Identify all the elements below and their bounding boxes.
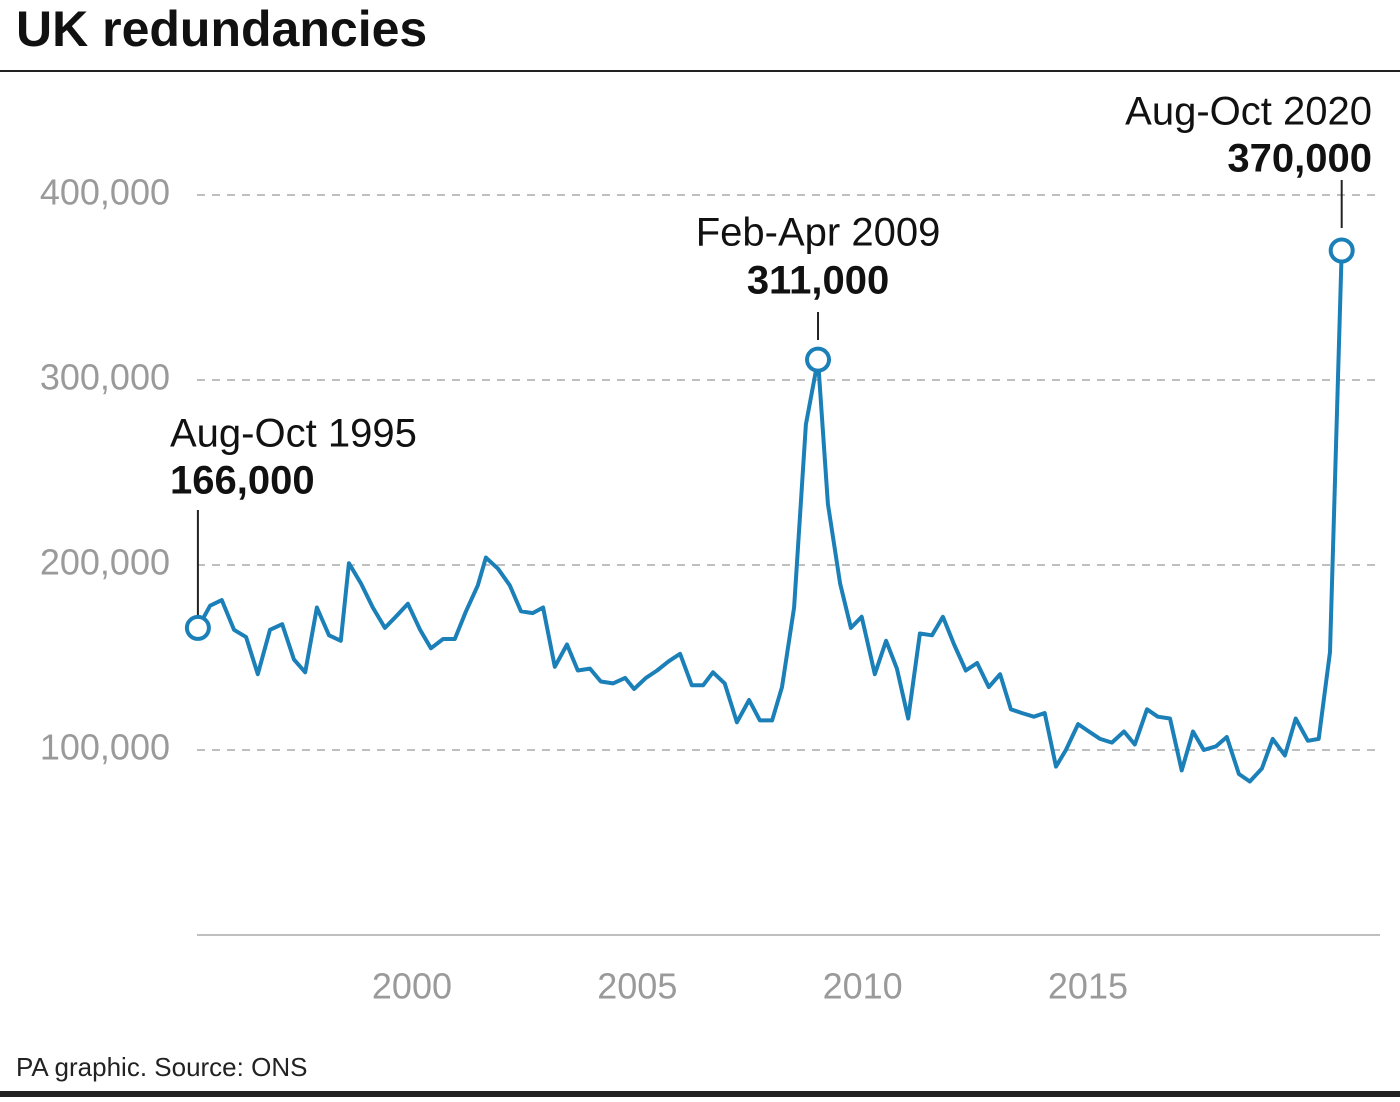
annotation-label: Feb-Apr 2009	[696, 211, 941, 255]
annotation-label: Aug-Oct 1995	[170, 412, 417, 456]
x-tick-label: 2015	[1048, 966, 1128, 1007]
annotation-label: Aug-Oct 2020	[1125, 90, 1372, 134]
annotation-value: 166,000	[170, 459, 315, 503]
y-tick-label: 400,000	[40, 172, 170, 213]
annotation-value: 370,000	[1227, 137, 1372, 181]
annotation-value: 311,000	[747, 259, 889, 303]
line	[196, 250, 1344, 784]
x-tick-label: 2000	[372, 966, 452, 1007]
annotation-marker	[184, 614, 211, 641]
annotation-marker	[805, 346, 832, 373]
footer-bar	[0, 1091, 1400, 1097]
x-tick-label: 2005	[597, 966, 677, 1007]
y-tick-label: 200,000	[40, 542, 170, 583]
y-tick-label: 300,000	[40, 357, 170, 398]
source: PA graphic. Source: ONS	[16, 1052, 307, 1082]
annotation-marker	[1328, 237, 1355, 264]
chart-title: UK redundancies	[16, 1, 427, 57]
x-tick-label: 2010	[823, 966, 903, 1007]
y-tick-label: 100,000	[40, 727, 170, 768]
